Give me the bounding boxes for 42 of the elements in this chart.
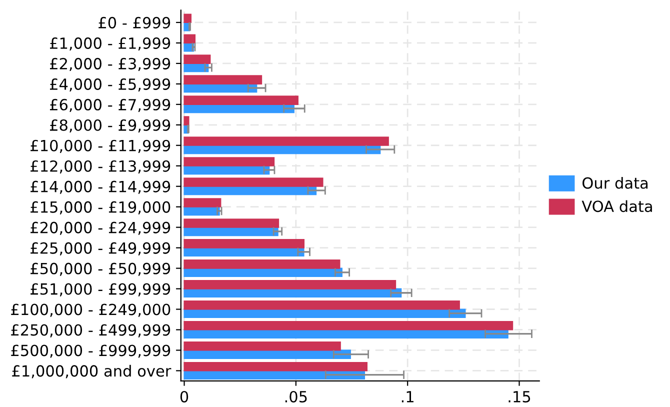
- y-tick-label: £25,000 - £49,999: [30, 242, 170, 256]
- bar: [184, 34, 196, 44]
- y-tick-label: £4,000 - £5,999: [50, 78, 170, 92]
- x-tick-label: 0: [180, 390, 188, 402]
- legend-label: VOA data: [582, 200, 652, 212]
- y-tick-label: £50,000 - £50,999: [30, 262, 170, 276]
- y-tick-label: £500,000 - £999,999: [11, 344, 170, 358]
- y-tick-label: £8,000 - £9,999: [50, 119, 170, 132]
- y-tick-label: £20,000 - £24,999: [30, 222, 170, 235]
- y-tick-label: £0 - £999: [98, 16, 170, 28]
- bar: [184, 239, 305, 248]
- y-tick-label: £15,000 - £19,000: [30, 201, 170, 214]
- y-tick-label: £14,000 - £14,999: [30, 180, 170, 194]
- legend-label: Our data: [582, 176, 648, 189]
- bar: [184, 218, 280, 228]
- y-tick-label: £10,000 - £11,999: [30, 140, 170, 153]
- x-tick-label: .1: [402, 391, 414, 402]
- y-tick-label: £51,000 - £99,999: [30, 283, 170, 296]
- x-tick-label: .05: [285, 390, 307, 402]
- bar: [184, 54, 211, 64]
- bar: [184, 178, 324, 187]
- bar: [184, 300, 460, 310]
- bar: [184, 157, 275, 166]
- bar: [184, 136, 389, 146]
- bar: [184, 362, 368, 372]
- bar: [184, 75, 262, 84]
- y-tick-label: £12,000 - £13,999: [30, 160, 170, 174]
- bar: [184, 341, 341, 351]
- y-tick-label: £250,000 - £499,999: [11, 324, 170, 338]
- y-tick-label: £6,000 - £7,999: [50, 98, 170, 112]
- bar: [184, 198, 222, 208]
- x-tick-label: .15: [508, 391, 530, 402]
- bar: [184, 116, 190, 126]
- y-tick-label: £1,000 - £1,999: [50, 37, 170, 51]
- y-tick-label: £1,000,000 and over: [12, 364, 172, 378]
- bar: [184, 320, 514, 330]
- bar: [184, 96, 298, 105]
- bar: [184, 14, 192, 24]
- y-tick-label: £2,000 - £3,999: [50, 58, 170, 72]
- bar: [184, 280, 396, 290]
- bar: [184, 260, 340, 269]
- y-tick-label: £100,000 - £249,000: [11, 304, 170, 317]
